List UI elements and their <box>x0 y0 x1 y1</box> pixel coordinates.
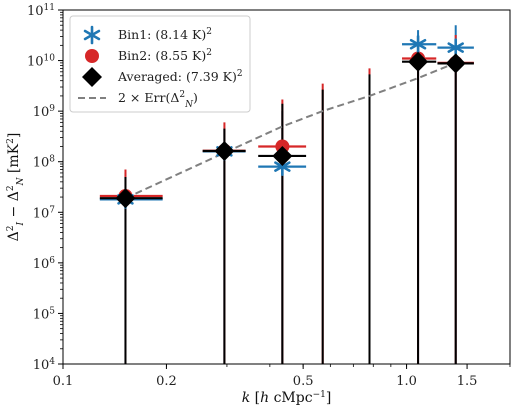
legend-bin1-icon <box>83 25 101 45</box>
averaged-marker <box>272 145 293 166</box>
legend-label: Bin1: (8.14 K)2 <box>118 27 212 42</box>
bin1-marker-stroke <box>447 42 464 53</box>
y-tick-label: 107 <box>33 205 56 221</box>
legend-bin2-icon <box>85 49 99 63</box>
averaged-marker <box>115 188 136 209</box>
x-tick-label: 0.1 <box>53 374 74 389</box>
legend-label: Bin2: (8.55 K)2 <box>118 48 212 63</box>
x-tick-label: 0.2 <box>156 374 177 389</box>
legend-box <box>69 15 251 113</box>
legend: Bin1: (8.14 K)2 Bin2: (8.55 K)2 Averaged: … <box>69 15 251 113</box>
y-tick-label: 108 <box>33 155 56 171</box>
bin1-marker <box>409 34 427 54</box>
err-line-group <box>125 61 457 200</box>
y-tick-label: 1011 <box>27 3 55 19</box>
y-tick-label: 1010 <box>27 54 55 70</box>
averaged-marker <box>408 51 429 72</box>
x-tick-label: 1.5 <box>457 374 478 389</box>
bin1-marker-stroke <box>409 38 427 50</box>
bin1-marker-stroke <box>274 161 291 172</box>
x-tick-label: 0.5 <box>293 374 314 389</box>
y-tick-label: 104 <box>33 357 56 373</box>
legend-label: 2 × Err(Δ2N) <box>118 90 198 110</box>
legend-averaged-icon <box>82 67 102 87</box>
axes: 104 105 106 107 108 109 1010 1011 0.1 0.2 0.5 1.0 1.… <box>27 3 511 389</box>
y-tick-label: 109 <box>33 104 56 120</box>
y-axis-label: Δ2I − Δ2N [mK2] <box>6 133 26 242</box>
y-tick-label: 106 <box>33 256 56 272</box>
x-axis-label: k [h cMpc−1] <box>242 390 332 406</box>
bin1-marker <box>447 38 464 57</box>
y-tick-label: 105 <box>33 306 56 322</box>
averaged-marker <box>214 140 235 161</box>
x-tick-label: 1.0 <box>396 374 417 389</box>
plot-frame <box>62 9 511 365</box>
averaged-marker <box>445 53 466 74</box>
markers <box>115 34 466 209</box>
legend-label: Averaged: (7.39 K)2 <box>117 69 243 84</box>
legend-bin1-icon-stroke <box>83 29 101 41</box>
err-line <box>125 61 457 200</box>
